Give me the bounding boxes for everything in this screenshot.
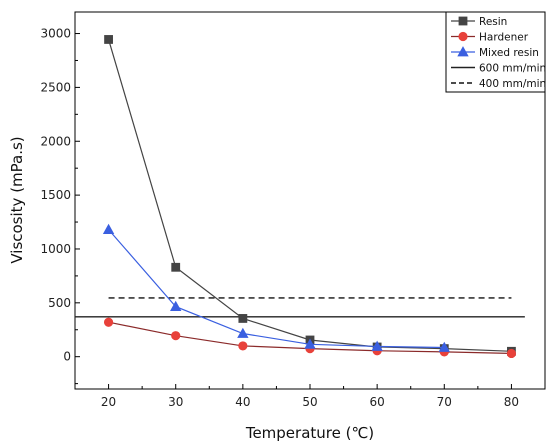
legend-marker [457, 46, 469, 57]
legend-label: Hardener [479, 32, 529, 44]
x-tick-label: 20 [101, 395, 116, 409]
data-point [506, 348, 517, 359]
x-tick-label: 50 [302, 395, 317, 409]
y-tick-label: 1000 [40, 242, 71, 256]
data-point [237, 327, 249, 338]
series-layer [102, 35, 517, 359]
y-tick-label: 1500 [40, 188, 71, 202]
y-axis-title: Viscosity (mPa.s) [8, 136, 26, 263]
legend-label: 600 mm/min [479, 63, 546, 75]
data-point [103, 317, 114, 327]
series-line [108, 229, 445, 349]
series-mixed-resin [102, 223, 450, 352]
data-point [171, 262, 181, 272]
axis-layer: 0 500 1000 1500 2000 2500 3000 20 30 40 50 60 70 80 [40, 27, 546, 409]
x-axis-title: Temperature (℃) [245, 424, 374, 442]
data-point [371, 340, 383, 351]
x-tick-label: 80 [504, 395, 519, 409]
legend-label: 400 mm/min [479, 78, 546, 90]
reference-lines [75, 297, 525, 318]
data-point [102, 223, 115, 234]
legend: Resin Hardener Mixed resin 600 mm/min 400 mm… [445, 11, 546, 93]
x-tick-label: 30 [168, 395, 183, 409]
legend-marker [458, 16, 468, 26]
legend-label: Mixed resin [479, 47, 539, 59]
data-point [438, 341, 450, 352]
y-tick-label: 2000 [40, 134, 71, 148]
data-point [238, 314, 248, 323]
data-point [238, 341, 248, 351]
data-point [304, 338, 316, 349]
y-tick-label: 0 [63, 350, 71, 364]
legend-marker [458, 31, 468, 42]
x-tick-label: 60 [370, 395, 385, 409]
legend-label: Resin [479, 16, 507, 28]
x-tick-label: 40 [235, 395, 250, 409]
y-tick-label: 2500 [40, 80, 71, 94]
data-point [170, 300, 182, 311]
y-tick-label: 3000 [40, 27, 71, 41]
x-tick-label: 70 [437, 395, 452, 409]
data-point [171, 331, 181, 341]
y-tick-label: 500 [48, 296, 71, 310]
data-point [104, 35, 113, 44]
